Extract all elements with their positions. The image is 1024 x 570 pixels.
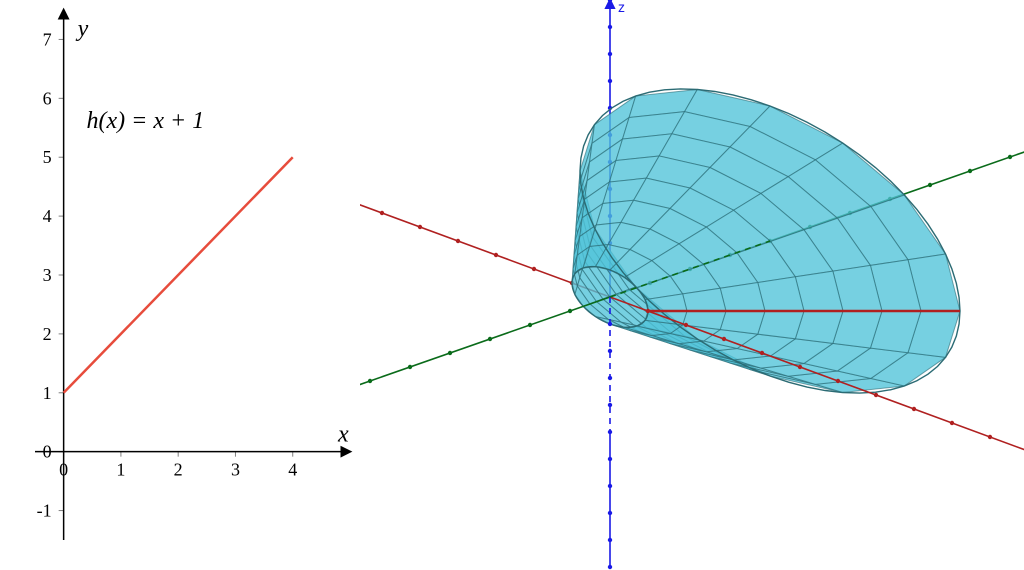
ytick-label: 5 <box>43 147 52 167</box>
formula-text: h(x) = x + 1 <box>87 108 205 134</box>
xtick-label: 1 <box>116 460 125 480</box>
function-line <box>64 157 293 393</box>
ytick-label: 6 <box>43 88 52 108</box>
y-axis-label: y <box>76 16 89 42</box>
xtick-label: 3 <box>231 460 240 480</box>
plot-3d-panel: yzx <box>360 0 1024 570</box>
ytick-label: -1 <box>37 501 52 521</box>
plot-2d-panel: 0 1 2 3 4 -1 0 1 2 3 4 5 6 7 x y h(x) = x + 1 <box>0 0 360 570</box>
ytick-label: 7 <box>43 29 52 49</box>
xtick-label: 0 <box>59 460 68 480</box>
xtick-label: 4 <box>288 460 297 480</box>
x-axis-label: x <box>337 422 349 448</box>
ytick-label: 2 <box>43 324 52 344</box>
ytick-label: 4 <box>43 206 52 226</box>
xtick-label: 2 <box>174 460 183 480</box>
ytick-label: 1 <box>43 383 52 403</box>
ytick-label: 3 <box>43 265 52 285</box>
ytick-label: 0 <box>43 442 52 462</box>
plot-2d-svg: 0 1 2 3 4 -1 0 1 2 3 4 5 6 7 x y h(x) = x + 1 <box>0 0 360 570</box>
z3d-label: z <box>618 0 625 15</box>
plot-3d-svg: yzx <box>360 0 1024 570</box>
